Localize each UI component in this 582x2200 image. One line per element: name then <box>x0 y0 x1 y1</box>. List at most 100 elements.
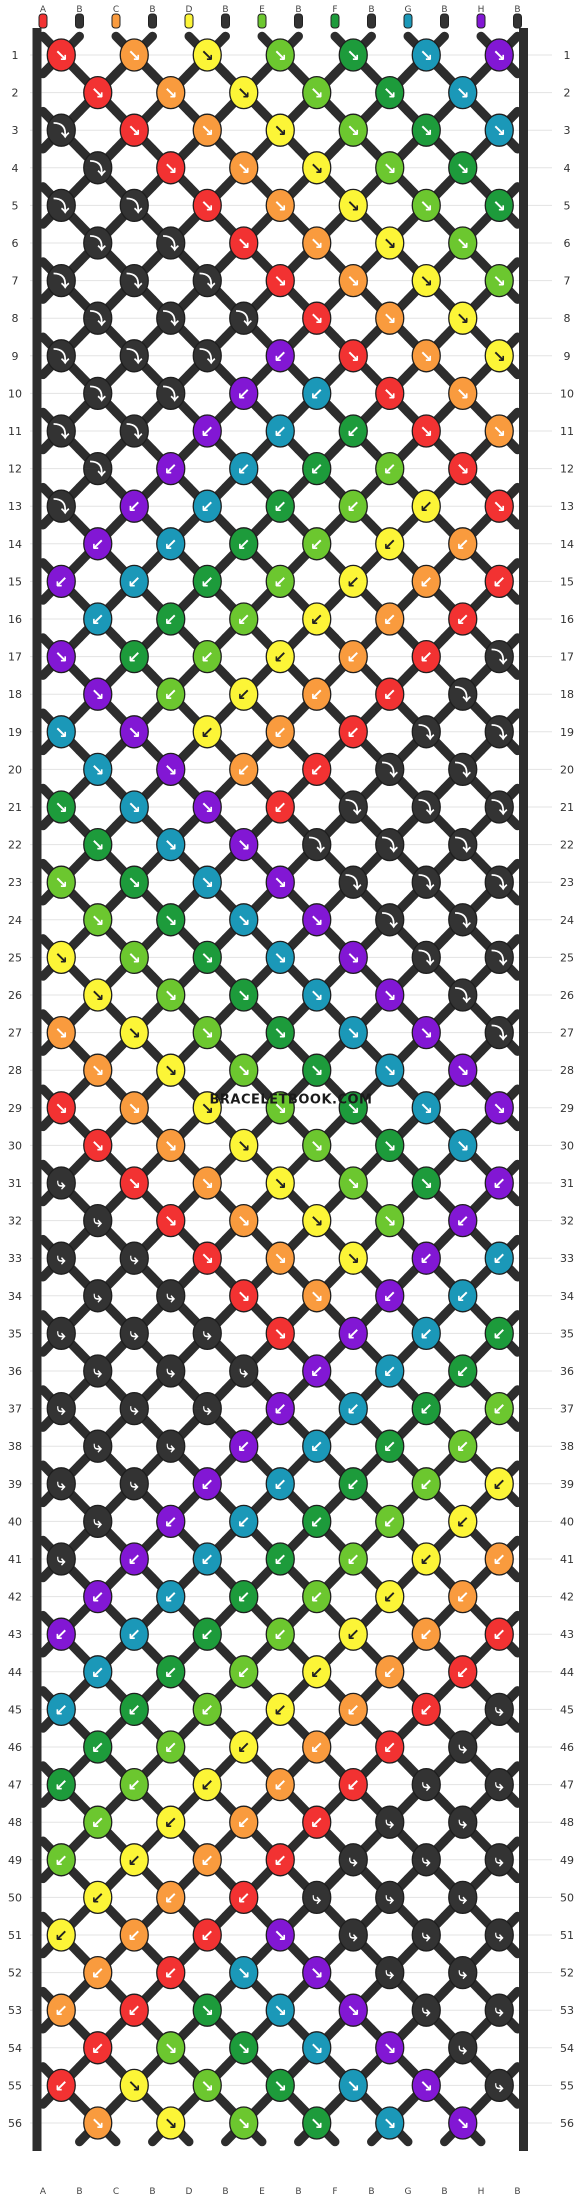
knot <box>411 1843 441 1877</box>
knot <box>119 1993 149 2027</box>
knot-arrow-icon: ↘ <box>55 1024 68 1043</box>
knot <box>156 527 186 561</box>
knot-arrow-icon: ↙ <box>274 1776 287 1795</box>
knot <box>338 1542 368 1576</box>
row-number-left: 12 <box>8 463 22 476</box>
knot-arrow-icon: ⤵ <box>418 873 435 892</box>
row-number-left: 25 <box>8 951 22 964</box>
knot-arrow-icon: ↙ <box>347 497 360 516</box>
knot <box>302 1053 332 1087</box>
row-number-right: 3 <box>564 124 571 137</box>
knot <box>229 978 259 1012</box>
knot-arrow-icon: ↘ <box>493 121 506 140</box>
knot-arrow-icon: ↙ <box>456 1212 469 1231</box>
strand-label-top: B <box>76 5 82 15</box>
knot <box>83 1880 113 1915</box>
knot-arrow-icon: ↙ <box>420 1550 433 1569</box>
knot <box>156 1655 186 1689</box>
knot <box>46 188 76 223</box>
knot-arrow-icon: ↙ <box>55 1625 68 1644</box>
knot-arrow-icon: ↙ <box>237 535 250 554</box>
knot-arrow-icon: ↙ <box>164 1738 177 1757</box>
knot-arrow-icon: ↘ <box>201 1099 214 1118</box>
knot <box>192 113 222 147</box>
knot-arrow-icon: ⤷ <box>385 1888 395 1907</box>
row-number-left: 22 <box>8 839 22 852</box>
strand-label-bottom: E <box>259 2187 265 2197</box>
knot <box>302 451 332 486</box>
knot <box>156 451 186 486</box>
knot <box>156 1203 186 1238</box>
knot-arrow-icon: ↘ <box>55 1099 68 1118</box>
knot-arrow-icon: ↘ <box>383 2114 396 2133</box>
knot-arrow-icon: ↘ <box>201 798 214 817</box>
knot-arrow-icon: ↙ <box>347 723 360 742</box>
strand-swatch-top <box>75 13 84 29</box>
knot <box>46 1391 76 1426</box>
knot-arrow-icon: ↘ <box>347 196 360 215</box>
row-number-right: 6 <box>564 237 571 250</box>
knot <box>265 790 295 824</box>
knot <box>484 414 514 448</box>
knot <box>156 602 186 636</box>
knot <box>484 564 514 599</box>
knot-arrow-icon: ↘ <box>420 196 433 215</box>
strand-swatch-top <box>513 13 522 29</box>
knot <box>338 1015 368 1050</box>
knot-arrow-icon: ↙ <box>347 572 360 591</box>
knot-arrow-icon: ↙ <box>456 1588 469 1607</box>
row-number-left: 47 <box>8 1779 22 1792</box>
knot <box>338 1993 368 2027</box>
knot <box>156 1504 186 1539</box>
knot <box>229 752 259 787</box>
knot-arrow-icon: ↘ <box>55 648 68 667</box>
knot <box>229 602 259 636</box>
knot-arrow-icon: ↙ <box>237 610 250 629</box>
knot-arrow-icon: ↙ <box>310 535 323 554</box>
knot-arrow-icon: ⤵ <box>163 234 180 253</box>
knot-arrow-icon: ⤷ <box>57 1400 67 1419</box>
knot-arrow-icon: ↙ <box>274 422 287 441</box>
knot-arrow-icon: ↙ <box>310 1362 323 1381</box>
knot <box>46 38 76 72</box>
knot <box>375 451 405 486</box>
knot-arrow-icon: ⤵ <box>491 723 508 742</box>
knot-arrow-icon: ⤷ <box>203 1324 213 1343</box>
knot <box>83 1655 113 1689</box>
knot <box>192 339 222 373</box>
knot-arrow-icon: ↘ <box>128 1174 141 1193</box>
knot <box>375 376 405 411</box>
knot-arrow-icon: ↘ <box>237 2039 250 2058</box>
knot <box>156 1279 186 1313</box>
knot <box>411 1166 441 1200</box>
knot <box>302 376 332 411</box>
knot <box>411 639 441 674</box>
knot <box>448 376 478 411</box>
knot <box>265 1617 295 1651</box>
strand-label-bottom: B <box>76 2187 82 2197</box>
knot <box>119 940 149 975</box>
knot-arrow-icon: ⤵ <box>126 196 143 215</box>
knot-arrow-icon: ↘ <box>347 1174 360 1193</box>
knot-arrow-icon: ↘ <box>456 1061 469 1080</box>
knot-arrow-icon: ↙ <box>420 1249 433 1268</box>
knot <box>375 1730 405 1764</box>
knot <box>338 1091 368 1125</box>
knot-arrow-icon: ↙ <box>128 2001 141 2020</box>
knot <box>448 1354 478 1388</box>
row-number-left: 9 <box>12 350 19 363</box>
knot-arrow-icon: ↙ <box>493 1400 506 1419</box>
knot-arrow-icon: ⤷ <box>93 1212 103 1231</box>
knot <box>83 1203 113 1238</box>
row-number-right: 42 <box>560 1591 574 1604</box>
knot-arrow-icon: ↙ <box>383 1437 396 1456</box>
knot-arrow-icon: ⤷ <box>495 2001 505 2020</box>
knot <box>338 940 368 975</box>
knot-arrow-icon: ↙ <box>128 1700 141 1719</box>
row-number-right: 11 <box>560 425 574 438</box>
knot <box>156 75 186 110</box>
knot <box>83 1279 113 1313</box>
knot <box>411 1692 441 1727</box>
knot-arrow-icon: ⤷ <box>495 1851 505 1870</box>
knot <box>448 903 478 937</box>
